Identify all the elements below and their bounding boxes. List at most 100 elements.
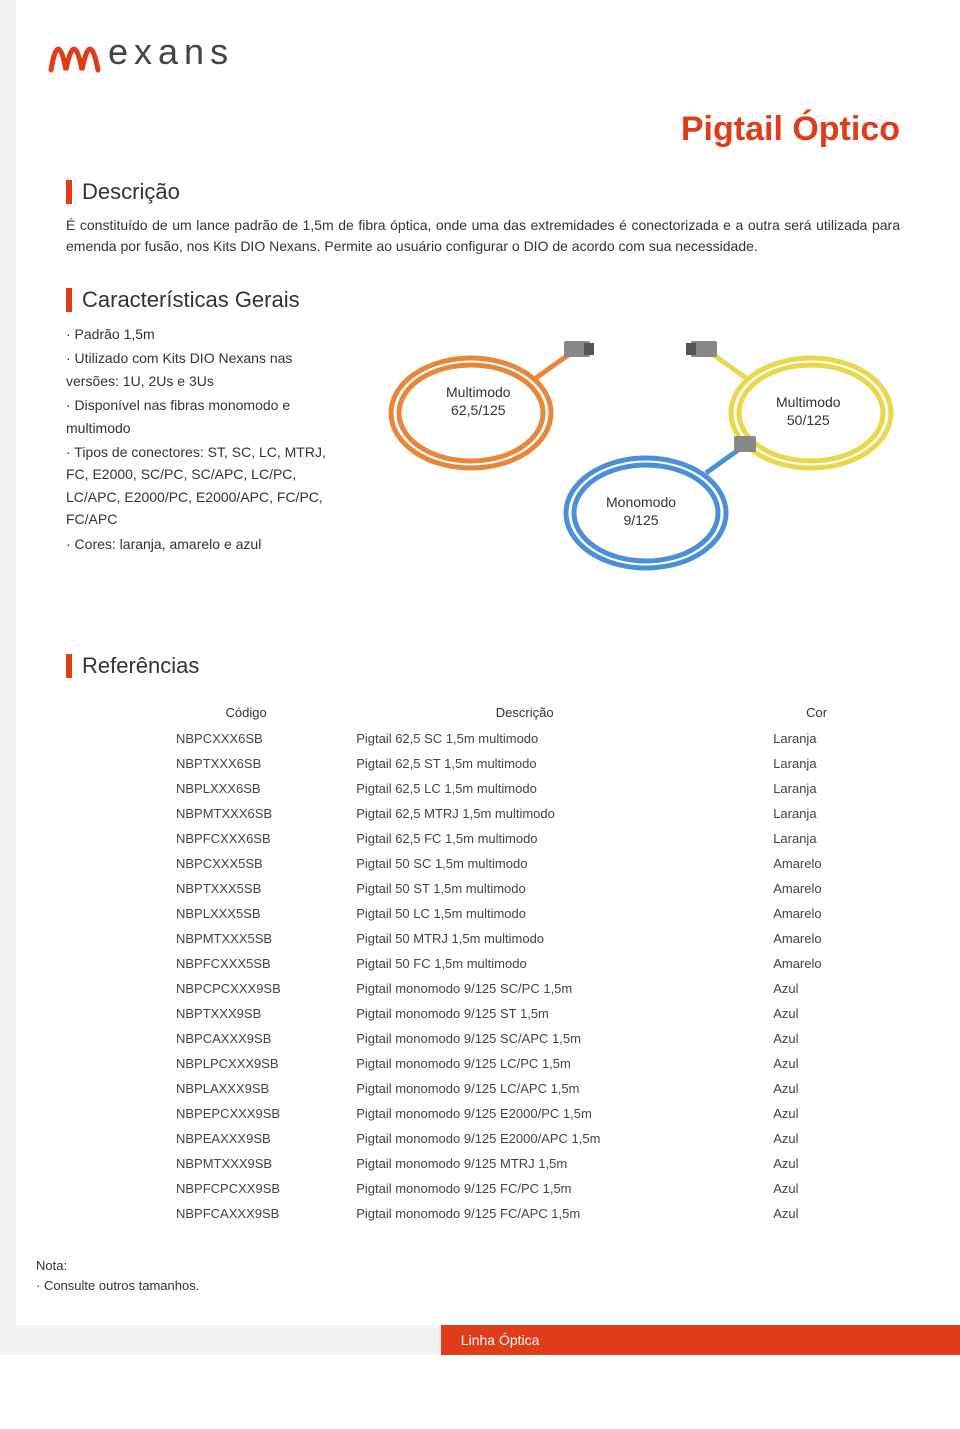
cell-codigo: NBPMTXXX9SB <box>66 1151 316 1176</box>
heading-bar-icon <box>66 288 72 312</box>
page: exans Pigtail Óptico Descrição É constit… <box>0 0 960 1355</box>
cell-cor: Laranja <box>733 726 900 751</box>
references-heading-text: Referências <box>82 653 199 679</box>
cell-descricao: Pigtail 62,5 SC 1,5m multimodo <box>316 726 733 751</box>
table-row: NBPCPCXXX9SBPigtail monomodo 9/125 SC/PC… <box>66 976 900 1001</box>
blue-label-text: Monomodo 9/125 <box>606 494 676 528</box>
cell-codigo: NBPLXXX5SB <box>66 901 316 926</box>
cell-cor: Laranja <box>733 776 900 801</box>
char-item-text: · Utilizado com Kits DIO Nexans nas vers… <box>66 350 292 388</box>
cell-cor: Laranja <box>733 801 900 826</box>
footer-text: Linha Óptica <box>461 1332 540 1348</box>
cell-cor: Azul <box>733 1126 900 1151</box>
cell-descricao: Pigtail 62,5 ST 1,5m multimodo <box>316 751 733 776</box>
cell-descricao: Pigtail monomodo 9/125 FC/APC 1,5m <box>316 1201 733 1226</box>
characteristics-section: Características Gerais · Padrão 1,5m · U… <box>16 287 960 583</box>
references-heading: Referências <box>66 653 900 679</box>
table-header-row: Código Descrição Cor <box>66 699 900 726</box>
svg-text:exans: exans <box>108 31 234 72</box>
col-cor: Cor <box>733 699 900 726</box>
table-row: NBPFCXXX5SBPigtail 50 FC 1,5m multimodoA… <box>66 951 900 976</box>
cell-descricao: Pigtail monomodo 9/125 SC/PC 1,5m <box>316 976 733 1001</box>
col-descricao: Descrição <box>316 699 733 726</box>
cell-descricao: Pigtail monomodo 9/125 LC/APC 1,5m <box>316 1076 733 1101</box>
note-label: Nota: <box>36 1256 900 1276</box>
table-row: NBPTXXX6SBPigtail 62,5 ST 1,5m multimodo… <box>66 751 900 776</box>
table-row: NBPFCAXXX9SBPigtail monomodo 9/125 FC/AP… <box>66 1201 900 1226</box>
characteristics-heading-text: Características Gerais <box>82 287 300 313</box>
cell-descricao: Pigtail monomodo 9/125 MTRJ 1,5m <box>316 1151 733 1176</box>
table-row: NBPCAXXX9SBPigtail monomodo 9/125 SC/APC… <box>66 1026 900 1051</box>
table-row: NBPFCPCXX9SBPigtail monomodo 9/125 FC/PC… <box>66 1176 900 1201</box>
table-row: NBPLXXX5SBPigtail 50 LC 1,5m multimodoAm… <box>66 901 900 926</box>
cell-descricao: Pigtail monomodo 9/125 E2000/PC 1,5m <box>316 1101 733 1126</box>
heading-bar-icon <box>66 654 72 678</box>
cell-cor: Azul <box>733 1101 900 1126</box>
table-row: NBPTXXX5SBPigtail 50 ST 1,5m multimodoAm… <box>66 876 900 901</box>
footer-red: Linha Óptica <box>441 1325 960 1355</box>
table-row: NBPLPCXXX9SBPigtail monomodo 9/125 LC/PC… <box>66 1051 900 1076</box>
cell-codigo: NBPMTXXX6SB <box>66 801 316 826</box>
cell-descricao: Pigtail 62,5 FC 1,5m multimodo <box>316 826 733 851</box>
cell-cor: Amarelo <box>733 851 900 876</box>
description-heading: Descrição <box>66 179 900 205</box>
cell-codigo: NBPEPCXXX9SB <box>66 1101 316 1126</box>
cell-descricao: Pigtail 50 ST 1,5m multimodo <box>316 876 733 901</box>
cell-codigo: NBPEAXXX9SB <box>66 1126 316 1151</box>
cell-descricao: Pigtail monomodo 9/125 ST 1,5m <box>316 1001 733 1026</box>
characteristics-heading: Características Gerais <box>66 287 900 313</box>
table-row: NBPMTXXX9SBPigtail monomodo 9/125 MTRJ 1… <box>66 1151 900 1176</box>
description-heading-text: Descrição <box>82 179 180 205</box>
footer: Linha Óptica <box>16 1325 960 1355</box>
cell-codigo: NBPLPCXXX9SB <box>66 1051 316 1076</box>
cell-cor: Azul <box>733 1176 900 1201</box>
table-row: NBPFCXXX6SBPigtail 62,5 FC 1,5m multimod… <box>66 826 900 851</box>
yellow-label-text: Multimodo 50/125 <box>776 394 841 428</box>
cell-descricao: Pigtail 62,5 LC 1,5m multimodo <box>316 776 733 801</box>
cell-codigo: NBPTXXX5SB <box>66 876 316 901</box>
table-row: NBPEAXXX9SBPigtail monomodo 9/125 E2000/… <box>66 1126 900 1151</box>
cell-cor: Amarelo <box>733 951 900 976</box>
cell-codigo: NBPLAXXX9SB <box>66 1076 316 1101</box>
pigtail-figure: Multimodo 62,5/125 Multimodo 50/125 <box>376 323 900 583</box>
table-row: NBPTXXX9SBPigtail monomodo 9/125 ST 1,5m… <box>66 1001 900 1026</box>
char-item: · Tipos de conectores: ST, SC, LC, MTRJ,… <box>66 441 346 531</box>
cell-descricao: Pigtail 50 LC 1,5m multimodo <box>316 901 733 926</box>
cell-codigo: NBPFCAXXX9SB <box>66 1201 316 1226</box>
table-row: NBPCXXX5SBPigtail 50 SC 1,5m multimodoAm… <box>66 851 900 876</box>
cell-codigo: NBPCPCXXX9SB <box>66 976 316 1001</box>
note-text: · Consulte outros tamanhos. <box>36 1276 900 1296</box>
cell-descricao: Pigtail monomodo 9/125 E2000/APC 1,5m <box>316 1126 733 1151</box>
cell-descricao: Pigtail monomodo 9/125 SC/APC 1,5m <box>316 1026 733 1051</box>
cell-descricao: Pigtail 50 FC 1,5m multimodo <box>316 951 733 976</box>
yellow-label: Multimodo 50/125 <box>776 393 841 429</box>
cell-cor: Amarelo <box>733 876 900 901</box>
cell-cor: Amarelo <box>733 926 900 951</box>
cell-cor: Azul <box>733 1001 900 1026</box>
cell-codigo: NBPCXXX6SB <box>66 726 316 751</box>
page-title: Pigtail Óptico <box>16 90 960 179</box>
col-codigo: Código <box>66 699 316 726</box>
cell-codigo: NBPFCXXX6SB <box>66 826 316 851</box>
cell-cor: Amarelo <box>733 901 900 926</box>
cell-cor: Azul <box>733 1051 900 1076</box>
char-item: · Utilizado com Kits DIO Nexans nas vers… <box>66 347 346 392</box>
cell-codigo: NBPCXXX5SB <box>66 851 316 876</box>
description-text: É constituído de um lance padrão de 1,5m… <box>66 215 900 257</box>
table-row: NBPMTXXX6SBPigtail 62,5 MTRJ 1,5m multim… <box>66 801 900 826</box>
cell-cor: Azul <box>733 1201 900 1226</box>
blue-label: Monomodo 9/125 <box>606 493 676 529</box>
cell-codigo: NBPTXXX9SB <box>66 1001 316 1026</box>
note-section: Nota: · Consulte outros tamanhos. <box>16 1226 960 1295</box>
cell-descricao: Pigtail monomodo 9/125 LC/PC 1,5m <box>316 1051 733 1076</box>
cell-codigo: NBPLXXX6SB <box>66 776 316 801</box>
table-row: NBPLXXX6SBPigtail 62,5 LC 1,5m multimodo… <box>66 776 900 801</box>
char-item: · Padrão 1,5m <box>66 323 346 345</box>
references-section: Referências Código Descrição Cor NBPCXXX… <box>16 653 960 1226</box>
cell-cor: Azul <box>733 976 900 1001</box>
cell-codigo: NBPFCXXX5SB <box>66 951 316 976</box>
table-row: NBPEPCXXX9SBPigtail monomodo 9/125 E2000… <box>66 1101 900 1126</box>
orange-label: Multimodo 62,5/125 <box>446 383 511 419</box>
table-row: NBPCXXX6SBPigtail 62,5 SC 1,5m multimodo… <box>66 726 900 751</box>
cell-cor: Azul <box>733 1026 900 1051</box>
